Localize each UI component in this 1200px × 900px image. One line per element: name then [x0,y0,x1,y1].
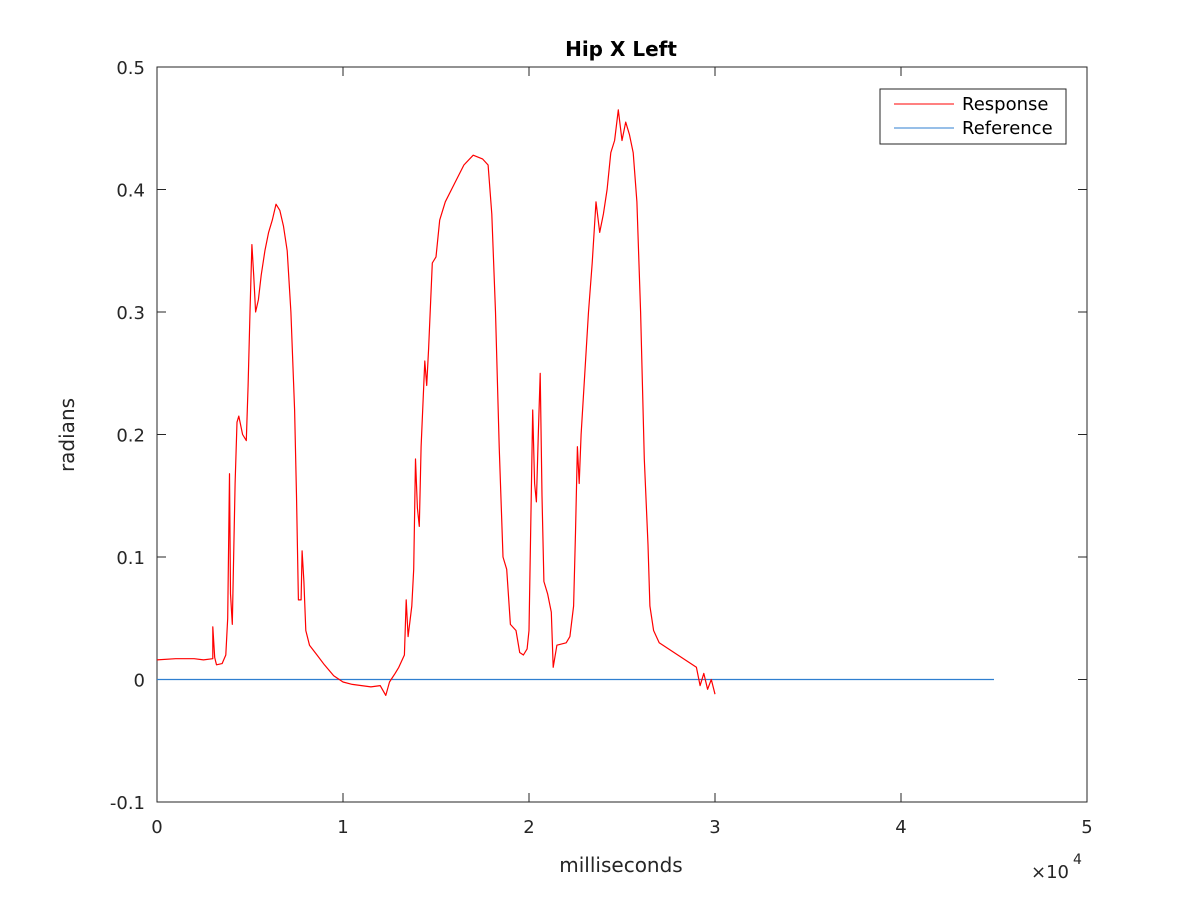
x-tick-label: 2 [523,817,534,838]
y-axis-label: radians [55,398,79,472]
tick-labels: 0 1 2 3 4 5 -0.1 0 0.1 0.2 0.3 0.4 0.5 [110,58,1093,838]
y-tick-label: 0.5 [116,58,145,79]
series-layer [156,109,994,697]
x-scale-base: ×10 [1031,862,1069,883]
x-scale-power: 4 [1073,852,1082,868]
series-line-response [156,109,716,697]
y-tick-label: 0.2 [116,426,145,447]
plot-area [156,66,1088,803]
legend: Response Reference [879,88,1067,145]
y-tick-label: 0.4 [116,181,145,202]
y-tick-label: 0.1 [116,548,145,569]
chart-title: Hip X Left [565,37,677,61]
x-tick-label: 5 [1081,817,1092,838]
legend-reference-label: Reference [962,118,1053,139]
x-tick-label: 1 [337,817,348,838]
x-tick-label: 3 [709,817,720,838]
y-tick-label: -0.1 [110,793,145,814]
x-scale-exponent: ×10 4 [1031,852,1082,883]
x-axis-label: milliseconds [559,853,682,877]
legend-box [879,88,1067,145]
x-tick-label: 4 [895,817,906,838]
y-tick-label: 0.3 [116,303,145,324]
legend-response-label: Response [962,94,1048,115]
y-tick-label: 0 [134,671,145,692]
x-tick-label: 0 [151,817,162,838]
